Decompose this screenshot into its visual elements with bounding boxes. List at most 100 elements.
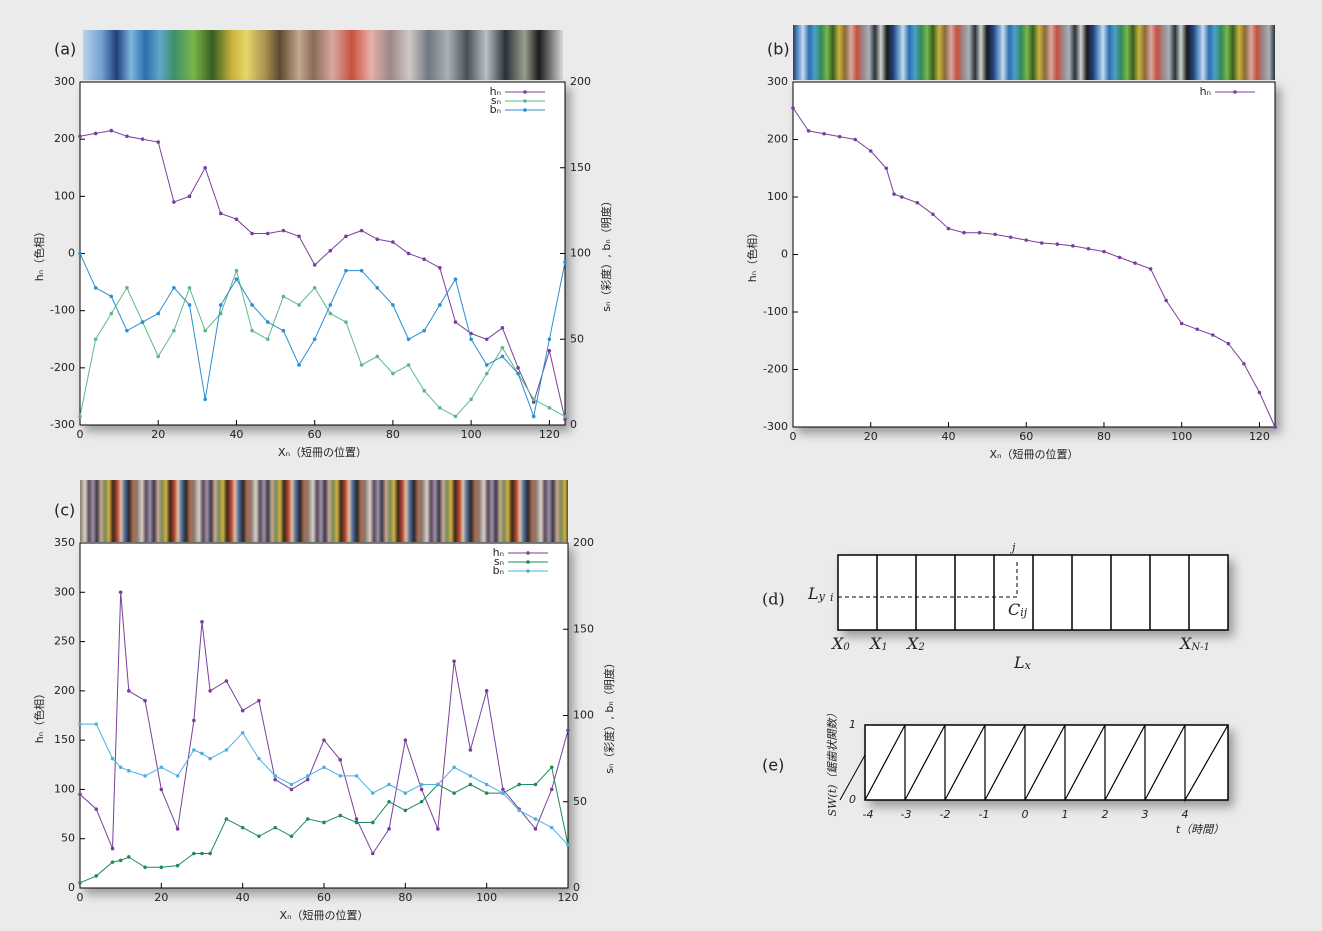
tick-label: 1 xyxy=(1062,808,1069,821)
point xyxy=(1226,341,1231,346)
panel-label: (c) xyxy=(54,501,75,520)
y-axis-label: hₙ（色相） xyxy=(745,227,759,282)
point xyxy=(406,363,411,367)
y2-tick-label: 200 xyxy=(573,536,594,549)
point xyxy=(422,388,426,393)
point xyxy=(484,363,489,367)
tick-label: 4 xyxy=(1182,808,1189,821)
point xyxy=(93,337,98,342)
y-tick-label: 200 xyxy=(54,132,75,145)
point xyxy=(305,777,310,782)
point xyxy=(118,765,123,770)
point xyxy=(224,817,229,821)
tick-label: -1 xyxy=(979,808,990,821)
legend-label: sₙ xyxy=(491,94,501,107)
point xyxy=(127,855,131,859)
x-main: X xyxy=(868,634,882,653)
x-tick-label: 120 xyxy=(558,891,579,904)
point xyxy=(1086,246,1091,251)
plot-area xyxy=(792,81,1276,428)
point xyxy=(1164,298,1168,303)
point xyxy=(375,354,380,359)
point xyxy=(563,414,567,419)
point xyxy=(338,758,343,762)
y-tick-label: 0 xyxy=(68,881,75,894)
y2-tick-label: 100 xyxy=(570,247,591,260)
point xyxy=(1008,235,1013,240)
point xyxy=(946,226,951,231)
point xyxy=(453,277,458,282)
point xyxy=(438,265,442,270)
point xyxy=(387,827,391,831)
series xyxy=(78,551,570,856)
point xyxy=(375,286,380,290)
plot-area xyxy=(79,542,569,889)
point xyxy=(516,371,520,376)
point xyxy=(806,129,811,133)
point xyxy=(127,689,131,693)
point xyxy=(250,328,254,333)
point xyxy=(322,765,326,770)
y-tick-label: 300 xyxy=(767,75,788,88)
point xyxy=(403,738,408,742)
point xyxy=(549,825,554,830)
tick-label: 0 xyxy=(1022,808,1029,821)
panel-label: (d) xyxy=(762,590,785,609)
series xyxy=(78,90,567,422)
point xyxy=(234,277,239,282)
point xyxy=(1117,255,1122,260)
point xyxy=(501,791,505,795)
point xyxy=(484,689,489,693)
point xyxy=(234,217,239,221)
point xyxy=(240,825,245,830)
point xyxy=(531,397,536,402)
point xyxy=(468,782,473,787)
panel-label: (b) xyxy=(767,40,790,59)
saw-lead xyxy=(839,754,866,801)
y2-tick-label: 200 xyxy=(570,75,591,88)
series xyxy=(78,99,567,419)
y-tick-label: -300 xyxy=(50,418,75,431)
point xyxy=(187,303,192,307)
point xyxy=(853,137,857,142)
point xyxy=(354,817,359,821)
point xyxy=(78,722,82,726)
y-tick-label: 300 xyxy=(54,585,75,598)
x-tick-label: 0 xyxy=(790,430,797,443)
point xyxy=(273,774,278,778)
sawtooth xyxy=(864,724,1229,803)
point xyxy=(531,414,536,419)
x-tick-label: 40 xyxy=(941,430,955,443)
ticks: -4 -3 -2 -1 0 1 2 3 4 xyxy=(863,808,1189,821)
series-line xyxy=(79,268,566,418)
point xyxy=(156,354,161,359)
point xyxy=(406,251,411,256)
point xyxy=(156,140,161,144)
lx-main: L xyxy=(1013,653,1025,672)
point xyxy=(281,294,286,299)
point xyxy=(1133,261,1137,265)
point xyxy=(1195,327,1200,332)
point xyxy=(1257,390,1262,395)
x-tick-label: 120 xyxy=(539,428,560,441)
point xyxy=(289,782,294,787)
x-tick-label: 60 xyxy=(1019,430,1033,443)
cij-main: C xyxy=(1008,600,1020,619)
point xyxy=(1039,241,1044,245)
ly-main: L xyxy=(807,584,819,603)
point xyxy=(484,782,489,787)
point xyxy=(1242,361,1246,366)
y-axis-label: hₙ（色相） xyxy=(32,226,46,281)
y2-tick-label: 0 xyxy=(573,881,580,894)
point xyxy=(547,406,552,410)
point xyxy=(322,738,326,742)
point xyxy=(234,268,239,273)
point xyxy=(78,134,82,139)
point xyxy=(273,825,278,830)
x-tick-label: 100 xyxy=(461,428,482,441)
legend-marker xyxy=(523,90,527,94)
point xyxy=(93,131,98,136)
point xyxy=(531,400,536,404)
x-sub: 2 xyxy=(917,642,924,653)
